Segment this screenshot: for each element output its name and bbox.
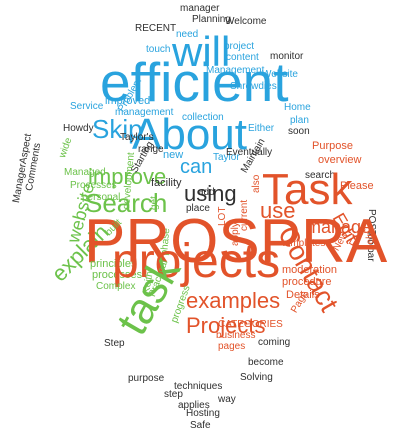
cloud-word: templates xyxy=(282,238,326,249)
cloud-word: Task xyxy=(262,165,353,214)
cloud-word: pages xyxy=(218,341,246,352)
cloud-word: range xyxy=(138,144,164,155)
cloud-word: processes xyxy=(92,269,143,281)
cloud-word: Website xyxy=(262,69,298,80)
cloud-word: touch xyxy=(146,44,171,55)
cloud-word: efficient xyxy=(100,51,289,113)
cloud-word: Skip xyxy=(92,114,143,144)
cloud-word: project xyxy=(224,41,255,52)
cloud-word: monitor xyxy=(270,51,304,62)
cloud-word: new xyxy=(163,149,184,161)
cloud-word: Management xyxy=(206,65,265,76)
cloud-word: facility xyxy=(151,177,182,189)
cloud-word: using xyxy=(184,181,237,206)
cloud-word: coming xyxy=(258,337,291,348)
cloud-word: Eventually xyxy=(226,147,273,158)
cloud-word: Welcome xyxy=(225,16,267,27)
cloud-word: Step xyxy=(104,338,125,349)
cloud-word: Taylor's xyxy=(120,132,154,143)
cloud-word: place xyxy=(186,203,210,214)
cloud-word: will xyxy=(172,28,231,75)
cloud-word: content xyxy=(226,52,259,63)
cloud-word: improve xyxy=(88,164,167,189)
cloud-word: wide xyxy=(57,136,75,160)
cloud-word: Service xyxy=(70,101,104,112)
cloud-word: Details xyxy=(286,289,320,301)
cloud-word: Complex xyxy=(96,281,136,292)
cloud-word: also xyxy=(251,174,262,193)
cloud-word: need xyxy=(176,29,199,40)
cloud-word: Solving xyxy=(240,372,273,383)
cloud-word: use xyxy=(260,198,296,223)
cloud-word: CATEGORIES xyxy=(218,319,283,330)
cloud-word: applies xyxy=(178,400,210,411)
cloud-word: Hosting xyxy=(186,408,220,419)
cloud-word: Processes xyxy=(70,180,117,191)
cloud-word: Howdy xyxy=(63,123,94,134)
cloud-word: Search xyxy=(85,188,168,218)
cloud-word: Taylor xyxy=(213,152,240,163)
cloud-word: management xyxy=(115,107,174,118)
cloud-word: examples xyxy=(186,288,281,313)
cloud-word: become xyxy=(248,357,284,368)
cloud-word: manage xyxy=(306,217,372,237)
cloud-word: improved xyxy=(105,95,151,107)
cloud-word: overview xyxy=(318,154,362,166)
cloud-word: techniques xyxy=(174,381,223,392)
cloud-word: moderation xyxy=(282,264,338,276)
cloud-word: Safe xyxy=(190,420,211,431)
cloud-word: step xyxy=(164,389,183,400)
cloud-word: search xyxy=(305,170,336,181)
cloud-word: PROSPRA xyxy=(84,207,388,276)
cloud-word: Shrewdies xyxy=(230,81,277,92)
cloud-word: business xyxy=(216,330,256,341)
cloud-word: Home xyxy=(284,102,311,113)
cloud-word: plan xyxy=(290,115,309,126)
cloud-word: procedure xyxy=(282,276,332,288)
cloud-word: can xyxy=(180,156,213,178)
cloud-word: Either xyxy=(248,123,275,134)
cloud-word: purpose xyxy=(128,373,165,384)
cloud-word: Managed xyxy=(64,167,106,178)
cloud-word: About xyxy=(132,110,247,159)
cloud-word: RECENT xyxy=(135,23,177,34)
cloud-word: Planning xyxy=(192,14,231,25)
cloud-word: manager xyxy=(180,3,220,14)
cloud-word: add xyxy=(198,187,215,198)
cloud-word: Projects xyxy=(186,313,266,338)
cloud-word: projects xyxy=(112,235,281,288)
cloud-word: collection xyxy=(182,112,224,123)
cloud-word: way xyxy=(218,394,236,405)
cloud-word: Please xyxy=(340,180,374,192)
cloud-word: Purpose xyxy=(312,140,353,152)
cloud-word: personal xyxy=(82,192,121,203)
cloud-word: principles xyxy=(90,258,137,270)
cloud-word: soon xyxy=(288,126,310,137)
